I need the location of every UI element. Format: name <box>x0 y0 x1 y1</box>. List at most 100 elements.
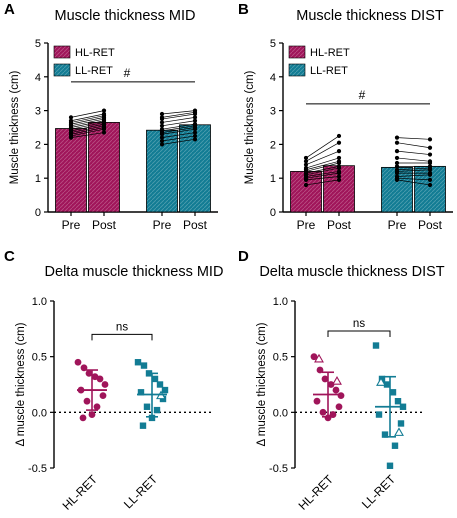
data-point <box>148 414 156 422</box>
data-point <box>332 376 342 385</box>
significance-label: ns <box>353 318 365 330</box>
data-point <box>336 169 342 174</box>
y-tick-label: 1.0 <box>273 296 288 308</box>
data-point <box>427 171 433 176</box>
data-point <box>375 411 383 418</box>
legend-swatch <box>53 63 71 77</box>
data-point <box>99 392 107 400</box>
significance-bracket <box>91 333 153 341</box>
y-tick-label: 1 <box>35 173 41 185</box>
panel-C: C Delta muscle thickness MID -0.5 0.0 0.5 1.0… <box>4 248 223 513</box>
pair-line <box>396 174 431 177</box>
x-tick-label: Pre <box>388 218 407 232</box>
data-point <box>101 381 109 388</box>
data-point <box>96 375 104 383</box>
bar <box>88 122 120 213</box>
data-point <box>303 165 309 171</box>
data-point <box>314 353 324 363</box>
pair-line <box>70 125 105 133</box>
pair-line <box>161 111 196 118</box>
pair-line <box>161 135 196 142</box>
data-point <box>192 130 198 135</box>
data-point <box>303 159 309 164</box>
data-point <box>303 155 309 161</box>
pair-line <box>70 113 105 122</box>
pair-line <box>70 120 105 128</box>
x-tick-label: Post <box>327 218 352 232</box>
data-point <box>394 167 400 172</box>
legend-swatch <box>288 45 306 59</box>
x-tick-label: Post <box>183 218 208 232</box>
pair-line <box>305 157 340 169</box>
x-tick-label: Post <box>418 218 443 232</box>
pair-line <box>70 115 105 123</box>
y-tick-label: 0.5 <box>273 352 288 364</box>
data-point <box>192 137 198 142</box>
data-point <box>427 137 433 142</box>
data-point <box>80 364 88 372</box>
y-tick-label: 5 <box>270 38 276 50</box>
data-point <box>427 182 433 188</box>
panel-letter: C <box>4 248 15 265</box>
y-tick-label: -0.5 <box>269 463 288 475</box>
data-point <box>303 182 309 188</box>
y-tick-label: 1 <box>270 173 276 185</box>
pair-line <box>305 172 340 179</box>
legend-swatch <box>288 63 306 77</box>
y-tick-label: 2 <box>270 139 276 151</box>
data-point <box>427 164 433 169</box>
legend-label: HL-RET <box>310 47 350 59</box>
y-tick-label: 4 <box>270 72 276 84</box>
y-axis-label: Muscle thickness (cm) <box>9 70 21 184</box>
data-point <box>68 115 74 120</box>
data-point <box>93 403 101 411</box>
data-point <box>427 159 433 164</box>
data-point <box>143 403 151 410</box>
y-tick-label: -0.5 <box>28 463 47 475</box>
legend-label: HL-RET <box>75 47 115 59</box>
data-point <box>372 342 380 349</box>
data-point <box>159 115 165 120</box>
data-point <box>153 406 161 414</box>
pair-line <box>305 150 340 166</box>
x-tick-label: LL-RET <box>359 472 399 512</box>
x-tick-label: HL-RET <box>60 472 101 513</box>
data-point <box>391 442 399 449</box>
data-point <box>85 369 93 377</box>
data-point <box>376 377 386 386</box>
pair-line <box>396 150 431 155</box>
data-point <box>394 174 400 179</box>
panel-letter: A <box>4 1 15 18</box>
data-point <box>159 120 165 125</box>
data-point <box>337 392 345 400</box>
significance-label: ns <box>116 321 128 333</box>
panel-letter: D <box>238 248 249 265</box>
data-point <box>397 420 405 427</box>
pair-line <box>396 177 431 181</box>
pair-line <box>70 122 105 130</box>
pair-line <box>70 128 105 137</box>
panel-letter: B <box>238 1 249 18</box>
data-point <box>134 359 142 366</box>
data-point <box>159 138 165 144</box>
x-tick-label: Pre <box>297 218 316 232</box>
pair-line <box>396 167 431 171</box>
pair-line <box>305 167 340 176</box>
data-point <box>303 162 309 167</box>
data-point <box>137 389 145 396</box>
pair-line <box>396 142 431 149</box>
pair-line <box>70 132 105 138</box>
data-point <box>386 462 394 469</box>
pair-line <box>161 125 196 132</box>
chart-title: Muscle thickness DIST <box>296 8 444 24</box>
data-point <box>192 133 198 139</box>
data-point <box>159 123 165 128</box>
x-tick-label: Pre <box>62 218 81 232</box>
y-axis-label: Δ muscle thickness (cm) <box>256 322 268 446</box>
chart-title: Delta muscle thickness DIST <box>259 264 444 280</box>
data-point <box>159 142 165 147</box>
data-point <box>101 130 107 135</box>
pair-line <box>161 110 196 115</box>
data-point <box>381 431 389 438</box>
x-tick-label: HL-RET <box>296 472 337 513</box>
